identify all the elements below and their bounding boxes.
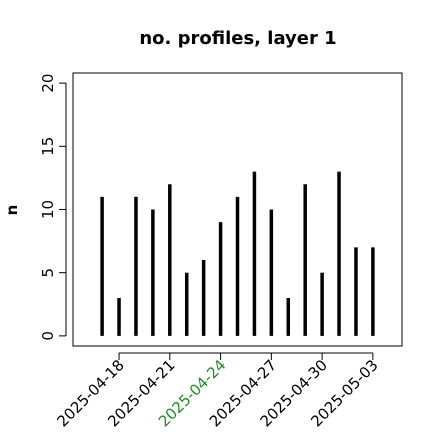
plot-box: [72, 72, 403, 347]
y-tick-label: 15: [39, 137, 57, 156]
y-axis-label: n: [3, 205, 21, 216]
y-tick-label: 5: [39, 268, 57, 278]
y-tick-label: 10: [39, 200, 57, 219]
chart-title: no. profiles, layer 1: [139, 28, 336, 49]
y-tick-label: 0: [39, 331, 57, 341]
y-tick-label: 20: [39, 74, 57, 93]
